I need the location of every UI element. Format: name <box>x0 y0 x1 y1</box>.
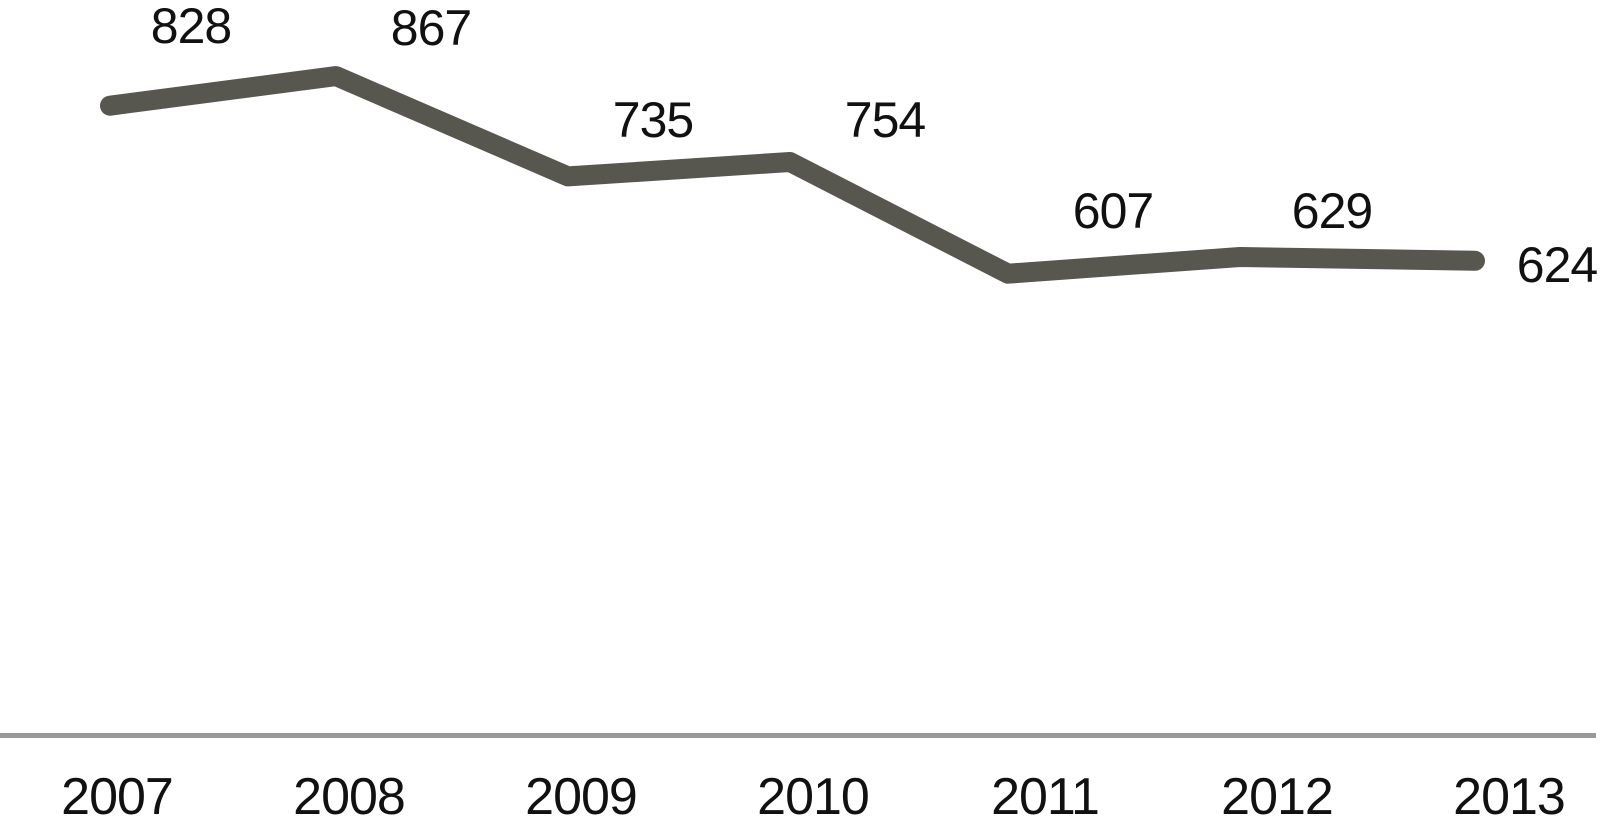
data-label-2007: 828 <box>150 0 232 54</box>
data-label-2009: 735 <box>612 92 694 148</box>
data-label-2013: 624 <box>1516 237 1598 293</box>
data-label-2011: 607 <box>1072 183 1154 239</box>
data-label-2010: 754 <box>844 92 926 148</box>
x-axis-label-2011: 2011 <box>991 768 1100 825</box>
x-axis-label-2012: 2012 <box>1221 768 1334 825</box>
x-axis-label-2007: 2007 <box>61 768 174 825</box>
x-axis-label-2008: 2008 <box>293 768 406 825</box>
x-axis-label-2009: 2009 <box>525 768 638 825</box>
data-label-2008: 867 <box>390 0 472 56</box>
x-axis-label-2013: 2013 <box>1453 768 1566 825</box>
data-label-2012: 629 <box>1291 183 1373 239</box>
trend-line <box>100 66 1485 284</box>
x-axis-label-2010: 2010 <box>757 768 870 825</box>
